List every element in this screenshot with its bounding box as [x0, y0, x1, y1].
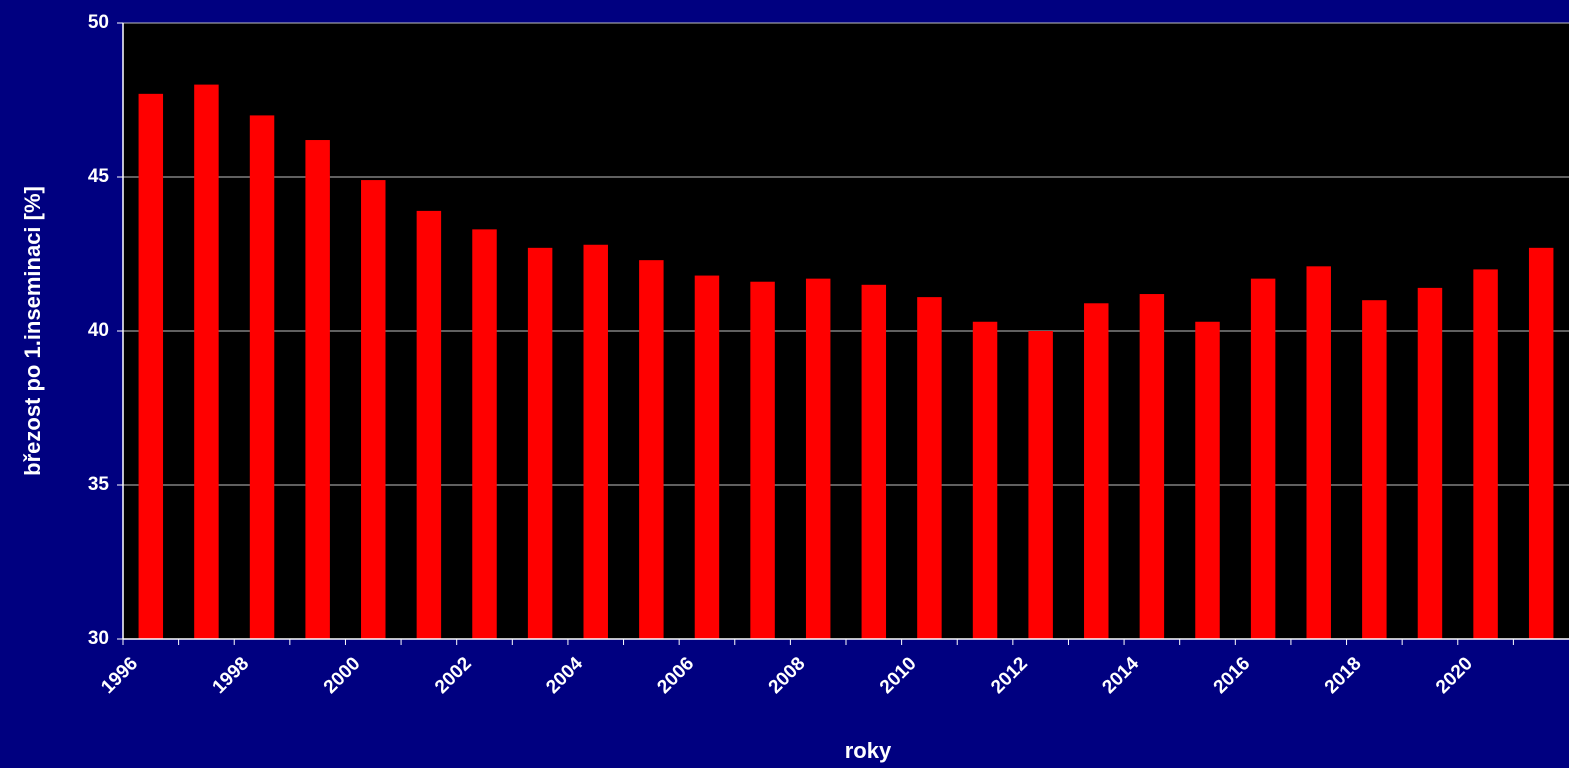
bar: [1417, 287, 1443, 639]
bar: [639, 260, 664, 639]
bar: [750, 281, 775, 639]
bar: [361, 180, 386, 639]
bar: [1250, 278, 1276, 639]
y-tick-label: 35: [88, 474, 110, 495]
bar: [1028, 331, 1053, 639]
bar: [138, 93, 164, 640]
x-axis-title: roky: [845, 738, 892, 763]
bar: [1528, 247, 1554, 639]
bar: [1195, 321, 1220, 639]
bar: [1473, 269, 1498, 639]
bar: [694, 275, 720, 639]
bar: [1362, 300, 1387, 639]
bar: [472, 229, 497, 640]
y-axis-title: březost po 1.inseminaci [%]: [20, 186, 45, 476]
bar: [861, 284, 887, 639]
bar: [416, 210, 442, 639]
bar: [305, 140, 330, 640]
bar: [1084, 303, 1109, 639]
y-tick-label: 50: [88, 12, 109, 33]
bar: [1139, 294, 1165, 639]
bar: [194, 84, 219, 640]
y-tick-label: 40: [88, 320, 109, 341]
y-tick-label: 45: [88, 166, 110, 187]
bar: [583, 244, 608, 639]
bar: [972, 321, 998, 639]
bar: [1306, 266, 1331, 639]
bar: [249, 115, 275, 639]
bar: [805, 278, 831, 639]
y-tick-label: 30: [88, 628, 109, 649]
bar: [917, 297, 942, 639]
bar: [527, 247, 553, 639]
